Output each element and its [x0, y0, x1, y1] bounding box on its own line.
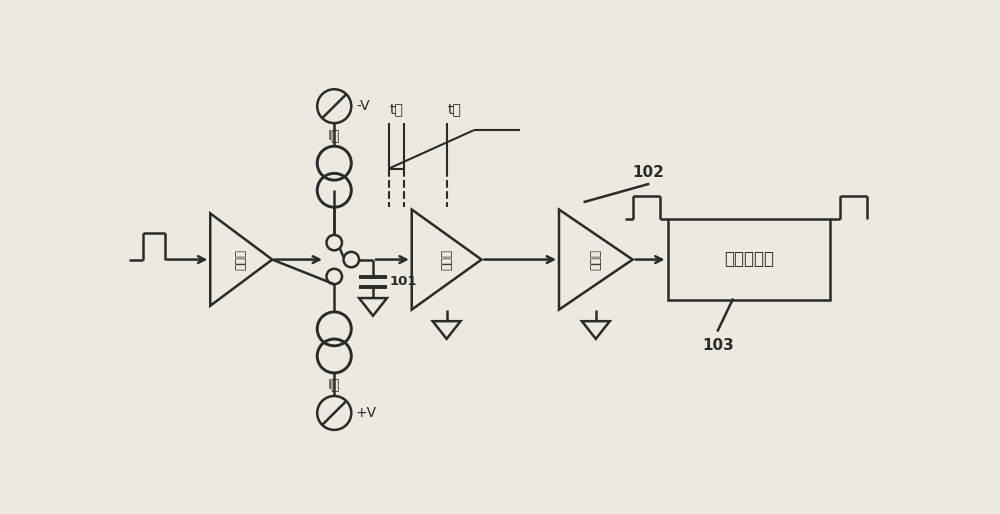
Text: 内插计数器: 内插计数器 — [724, 250, 774, 268]
Text: -V: -V — [356, 99, 370, 113]
Text: 比较器: 比较器 — [589, 249, 602, 270]
Text: +V: +V — [356, 406, 377, 420]
Text: 缓存器: 缓存器 — [440, 249, 453, 270]
Text: t充: t充 — [447, 102, 461, 116]
Text: I充: I充 — [328, 377, 340, 391]
Text: I放: I放 — [328, 128, 340, 142]
Text: t放: t放 — [389, 102, 403, 116]
Text: 缓存器: 缓存器 — [235, 249, 248, 270]
Text: 103: 103 — [702, 338, 734, 353]
Text: 101: 101 — [390, 274, 418, 288]
Text: 102: 102 — [632, 166, 664, 180]
